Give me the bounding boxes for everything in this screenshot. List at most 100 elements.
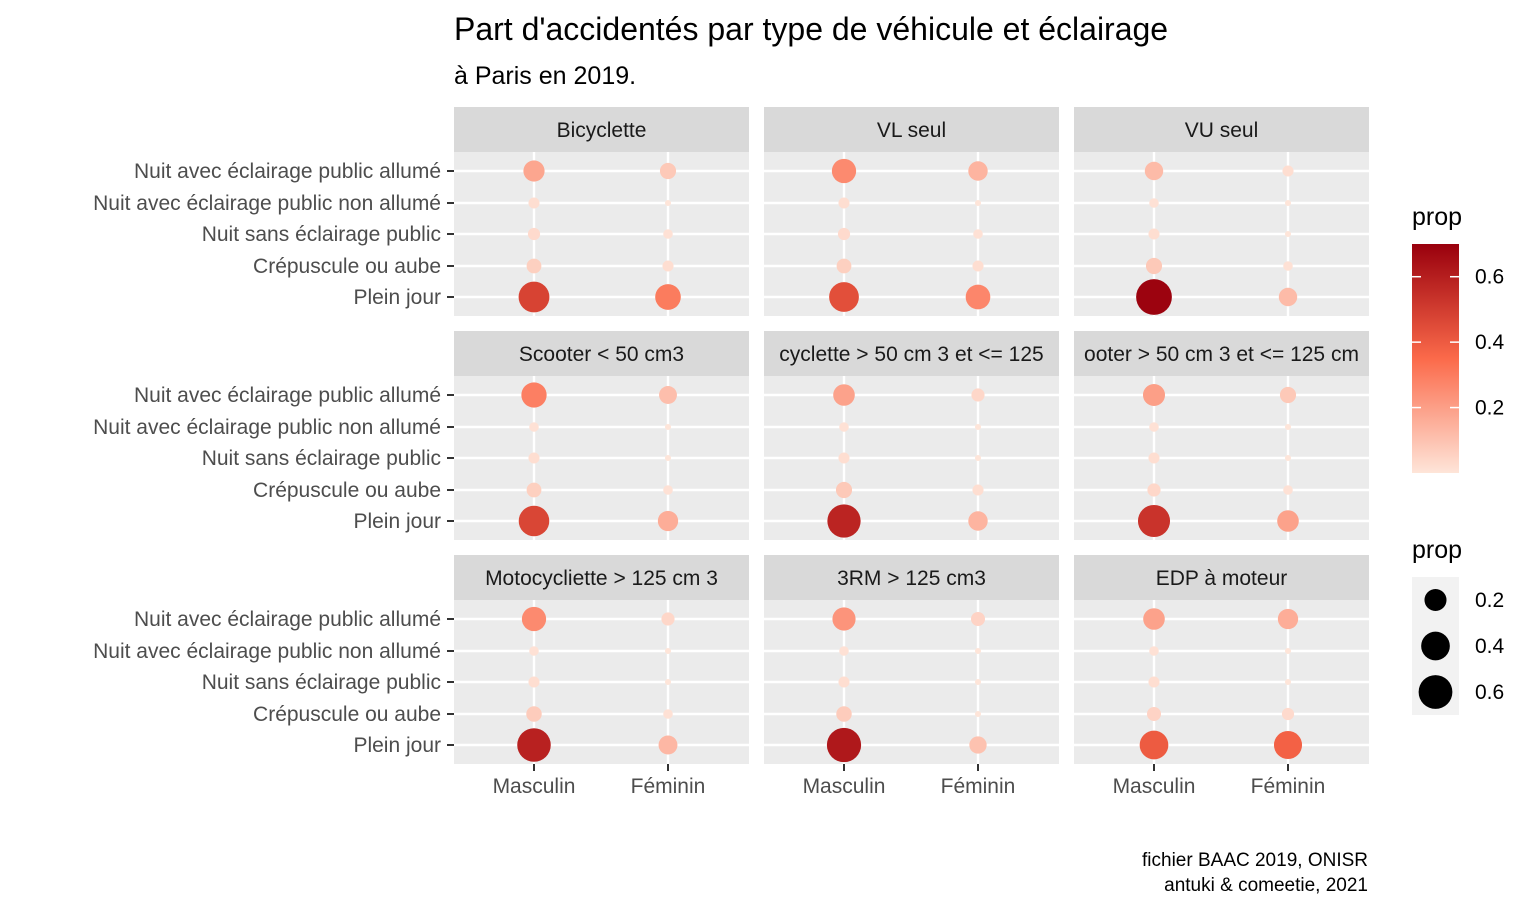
facet-panel: Motocycliette > 125 cm 3 Nuit avec éclair… [93, 555, 749, 798]
data-point [836, 258, 852, 274]
facet-strip [764, 555, 1059, 600]
facet-strip [454, 555, 749, 600]
y-tick-label: Plein jour [353, 734, 441, 757]
data-point [1279, 386, 1297, 404]
color-legend-label: 0.6 [1475, 266, 1504, 289]
data-point [1273, 730, 1303, 760]
data-point [975, 648, 981, 654]
facet-panel: cyclette > 50 cm 3 et <= 125 [764, 331, 1059, 540]
data-point [829, 282, 859, 312]
data-point [1283, 485, 1293, 495]
y-tick-label: Nuit avec éclairage public allumé [134, 384, 441, 407]
caption-line-1: fichier BAAC 2019, ONISR [1142, 850, 1368, 871]
data-point [518, 281, 550, 313]
data-point [1285, 200, 1291, 206]
data-point [518, 505, 550, 537]
data-point [663, 709, 673, 719]
data-point [968, 511, 988, 531]
facet-strip-label: EDP à moteur [1156, 567, 1288, 590]
data-point [662, 260, 674, 272]
facet-panel: VL seul [764, 107, 1059, 316]
facet-panel: Bicyclette Nuit avec éclairage public all… [93, 107, 749, 316]
size-legend-label: 0.6 [1475, 681, 1504, 704]
data-point [838, 676, 850, 688]
data-point [969, 736, 987, 754]
data-point [665, 648, 671, 654]
data-point [826, 727, 862, 763]
data-point [839, 422, 849, 432]
data-point [529, 422, 539, 432]
y-tick-label: Nuit sans éclairage public [202, 447, 441, 470]
facet-panels: Bicyclette Nuit avec éclairage public all… [93, 107, 1369, 798]
y-tick-label: Nuit avec éclairage public allumé [134, 160, 441, 183]
data-point [517, 728, 551, 762]
data-point [1143, 608, 1165, 630]
x-tick-label: Féminin [1251, 775, 1326, 798]
data-point [1285, 424, 1291, 430]
facet-strip [764, 107, 1059, 152]
color-legend-label: 0.4 [1475, 331, 1505, 354]
data-point [975, 455, 981, 461]
x-tick-label: Masculin [493, 775, 576, 798]
y-tick-label: Crépuscule ou aube [253, 255, 441, 278]
data-point [523, 160, 545, 182]
data-point [1148, 228, 1160, 240]
y-tick-label: Nuit avec éclairage public allumé [134, 608, 441, 631]
data-point [527, 227, 541, 241]
data-point [971, 388, 985, 402]
data-point [528, 452, 540, 464]
size-legend-title: prop [1412, 536, 1462, 564]
data-point [1142, 383, 1166, 407]
y-tick-label: Crépuscule ou aube [253, 479, 441, 502]
color-bar [1412, 244, 1459, 473]
facet-strip [1074, 107, 1369, 152]
x-tick-label: Masculin [803, 775, 886, 798]
data-point [1277, 510, 1299, 532]
facet-strip-label: cyclette > 50 cm 3 et <= 125 [779, 343, 1043, 366]
data-point [529, 646, 539, 656]
facet-strip [1074, 331, 1369, 376]
data-point [521, 606, 547, 632]
x-tick-label: Féminin [631, 775, 706, 798]
data-point [1148, 676, 1160, 688]
y-tick-label: Nuit avec éclairage public non allumé [93, 640, 441, 663]
y-tick-label: Nuit sans éclairage public [202, 223, 441, 246]
data-point [975, 200, 981, 206]
y-tick-label: Crépuscule ou aube [253, 703, 441, 726]
facet-panel: VU seul [1074, 107, 1369, 316]
data-point [1149, 198, 1159, 208]
data-point [1281, 707, 1295, 721]
data-point [833, 384, 855, 406]
data-point [836, 706, 852, 722]
data-point [1144, 161, 1164, 181]
chart-subtitle: à Paris en 2019. [454, 62, 636, 90]
data-point [832, 607, 856, 631]
facet-strip [764, 331, 1059, 376]
data-point [965, 284, 991, 310]
data-point [1278, 287, 1298, 307]
data-point [968, 161, 988, 181]
facet-strip-label: Motocycliette > 125 cm 3 [485, 567, 718, 590]
data-point [658, 735, 678, 755]
data-point [657, 510, 679, 532]
data-point [975, 711, 981, 717]
data-point [665, 455, 671, 461]
data-point [1285, 679, 1291, 685]
facet-strip-label: 3RM > 125 cm3 [837, 567, 986, 590]
y-tick-label: Nuit avec éclairage public non allumé [93, 416, 441, 439]
data-point [975, 679, 981, 685]
facet-strip-label: Bicyclette [557, 119, 647, 142]
color-legend-title: prop [1412, 203, 1462, 231]
facet-strip [454, 107, 749, 152]
data-point [972, 484, 984, 496]
data-point [528, 676, 540, 688]
data-point [1285, 648, 1291, 654]
data-point [827, 504, 861, 538]
data-point [655, 284, 681, 310]
data-point [972, 260, 984, 272]
facet-panel: Scooter < 50 cm3 Nuit avec éclairage publ… [93, 331, 749, 540]
facet-panel: ooter > 50 cm 3 et <= 125 cm [1074, 331, 1369, 540]
data-point [839, 646, 849, 656]
data-point [1277, 608, 1299, 630]
